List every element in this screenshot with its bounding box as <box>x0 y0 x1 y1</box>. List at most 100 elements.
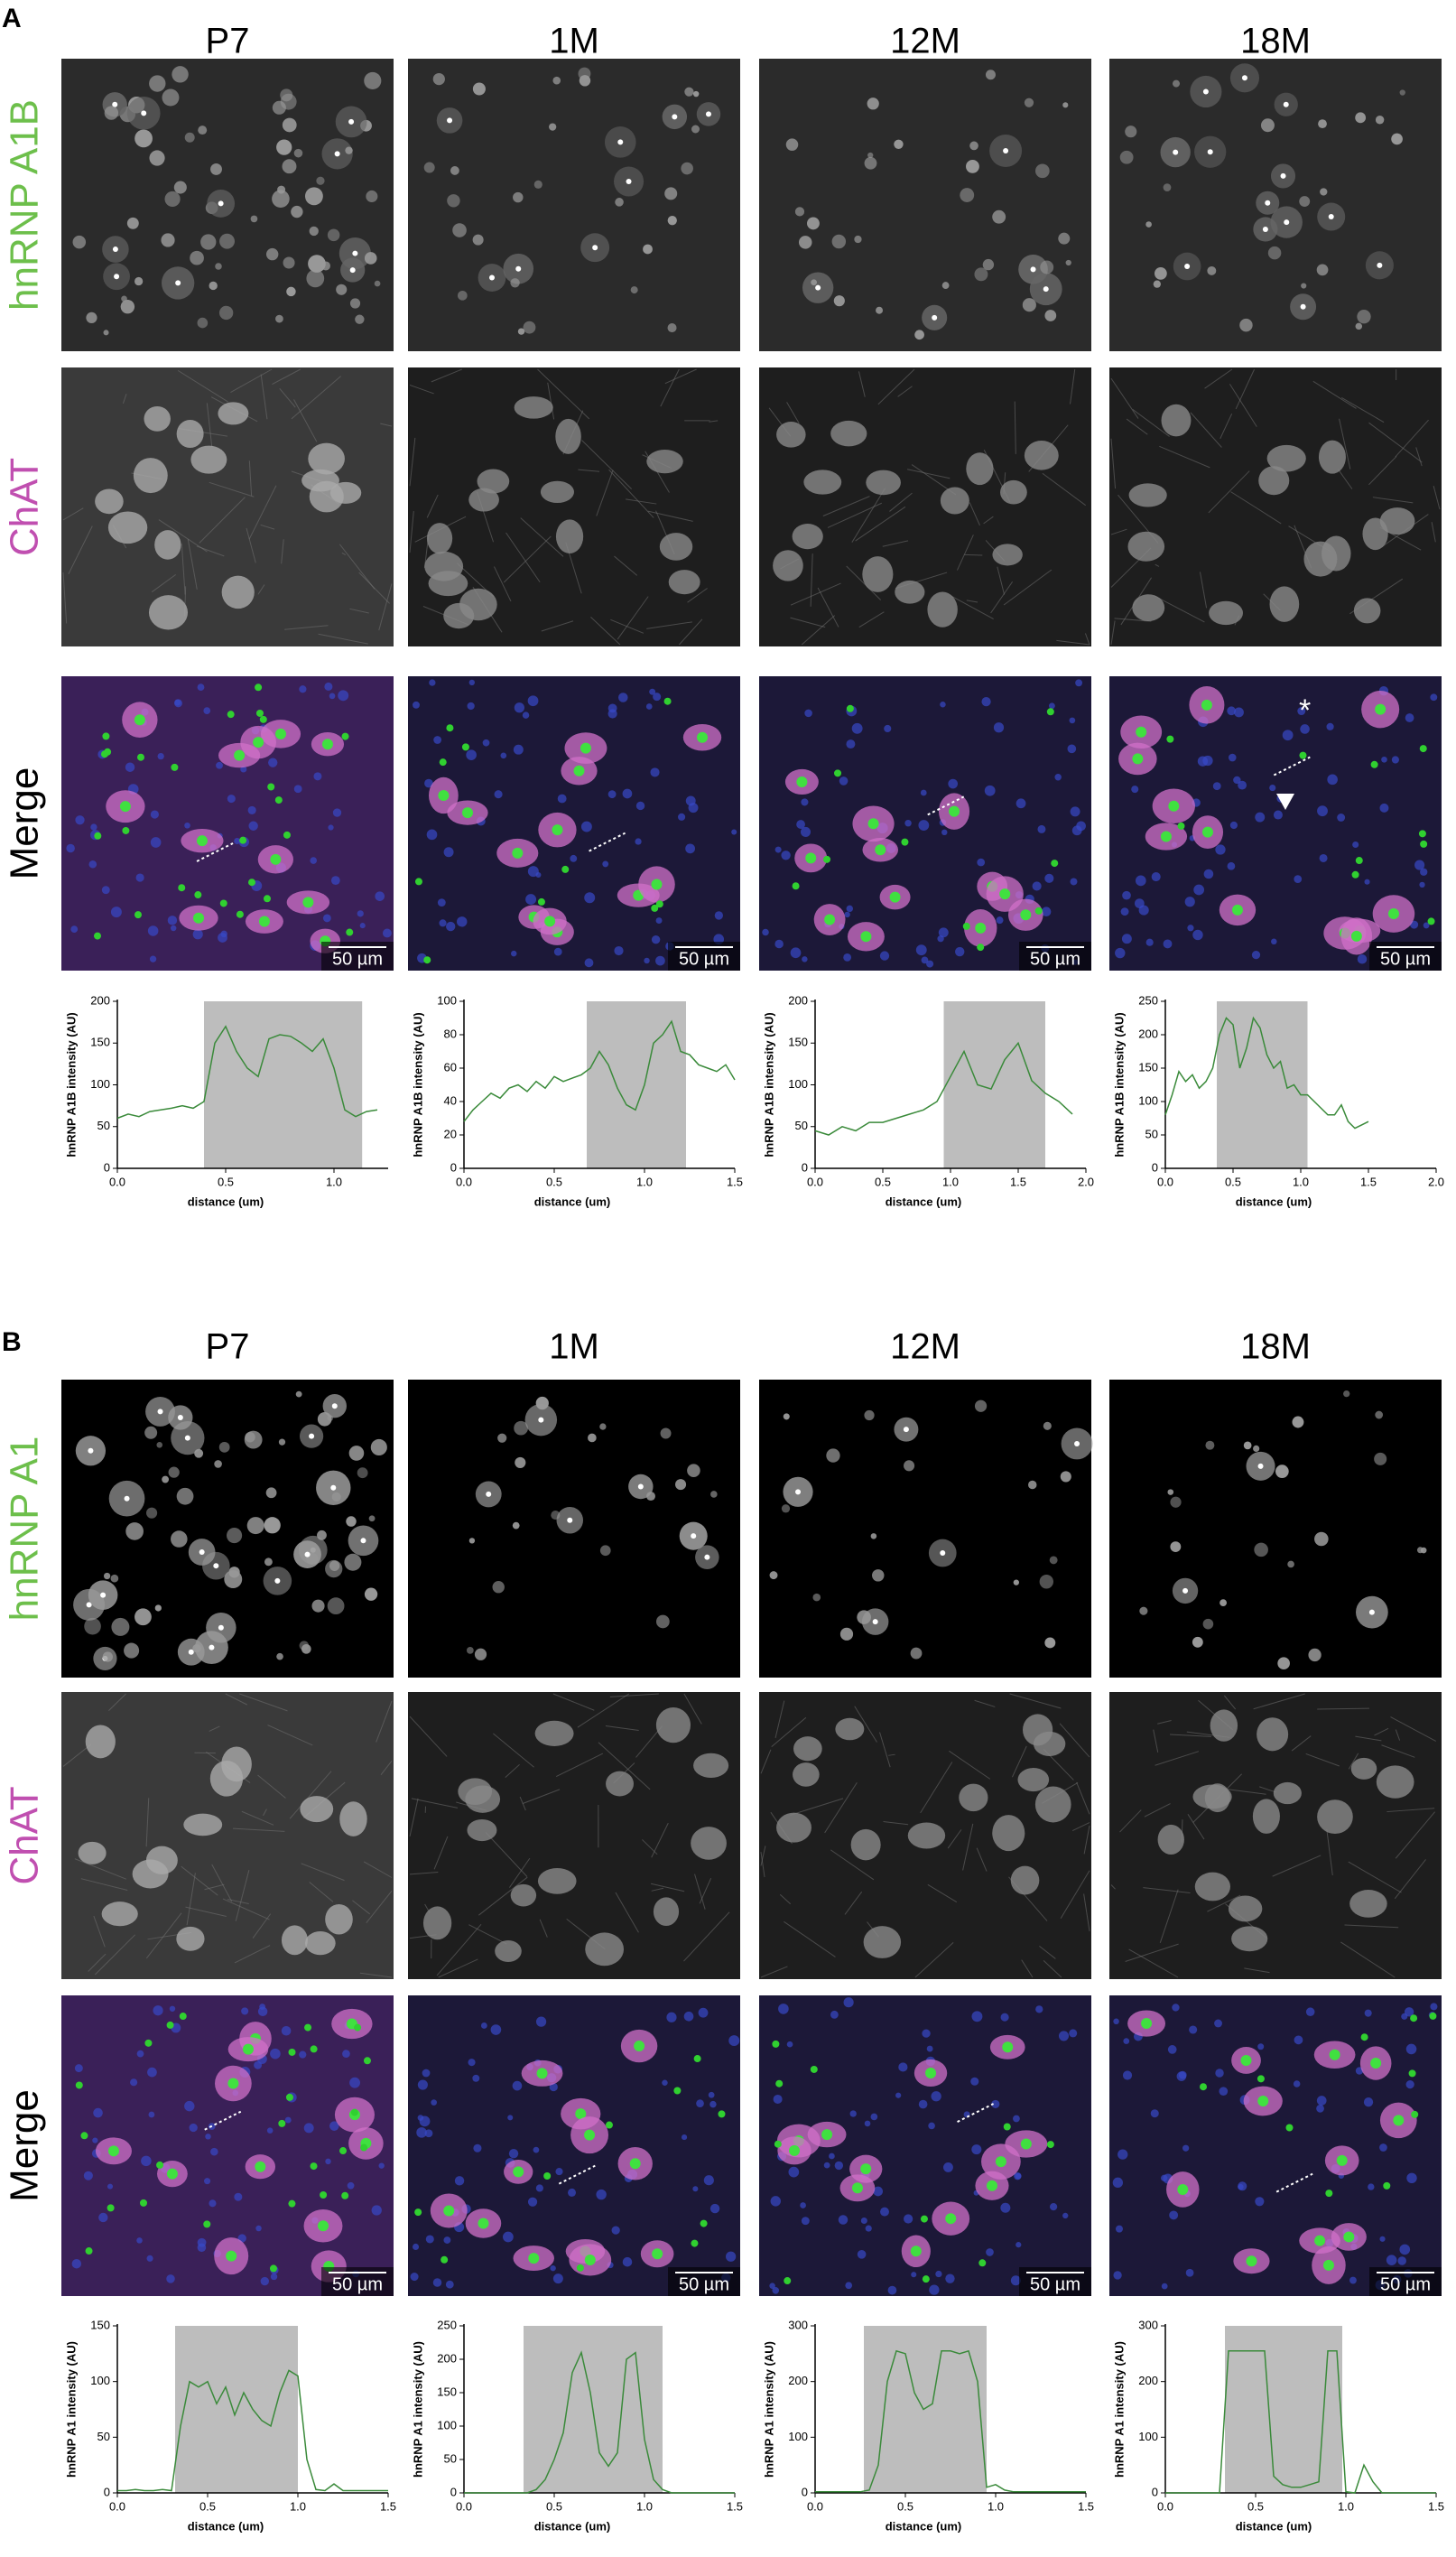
dapi-nucleus <box>790 947 802 959</box>
fiber <box>974 1699 996 1707</box>
nucleolus <box>274 1577 281 1584</box>
fiber <box>505 532 541 583</box>
fiber <box>598 1742 651 1790</box>
fiber <box>790 1798 844 1816</box>
neuron <box>221 575 255 609</box>
glial-nucleus <box>178 884 186 892</box>
x-tick-label: 1.0 <box>326 1175 342 1188</box>
fiber <box>1190 412 1222 448</box>
cell <box>327 228 340 242</box>
fiber <box>547 382 555 420</box>
fiber <box>145 1798 150 1847</box>
fiber <box>817 587 839 628</box>
dapi-nucleus <box>234 837 241 845</box>
dapi-nucleus <box>685 843 695 854</box>
neuron <box>866 470 901 496</box>
cell <box>831 234 847 249</box>
glial-nucleus <box>248 879 256 887</box>
cell <box>1119 150 1134 164</box>
glial-nucleus <box>1003 2123 1011 2131</box>
cell <box>250 215 258 223</box>
dapi-nucleus <box>456 916 468 927</box>
dapi-nucleus <box>607 709 617 719</box>
neuron <box>773 550 803 581</box>
cell <box>1049 1556 1058 1565</box>
dapi-nucleus <box>466 749 477 760</box>
neuron <box>422 1906 452 1940</box>
cell <box>156 1441 163 1448</box>
glial-nucleus <box>346 928 354 936</box>
dapi-nucleus <box>500 752 507 759</box>
micrograph: 50 µm <box>61 676 394 971</box>
dapi-nucleus <box>709 2100 717 2108</box>
cell <box>864 156 877 170</box>
dapi-nucleus <box>931 2091 941 2102</box>
neuron <box>148 595 189 630</box>
fiber <box>642 1839 658 1855</box>
dapi-nucleus <box>1123 2038 1130 2044</box>
nucleus <box>986 2180 997 2191</box>
nucleolus <box>112 101 118 107</box>
glial-nucleus <box>255 709 264 717</box>
cell <box>687 1464 700 1477</box>
fiber <box>827 502 883 528</box>
image-background <box>61 676 394 971</box>
fiber <box>352 1900 371 1915</box>
glial-nucleus <box>1200 2083 1208 2091</box>
dapi-nucleus <box>1121 934 1132 944</box>
dapi-nucleus <box>1048 702 1055 710</box>
dapi-nucleus <box>895 2092 902 2098</box>
dapi-nucleus <box>417 2079 428 2090</box>
cell <box>1205 1440 1215 1450</box>
cell <box>1202 1618 1214 1630</box>
cell <box>692 90 700 98</box>
nucleus <box>196 835 208 847</box>
cell <box>1154 266 1167 280</box>
cell <box>224 1570 243 1589</box>
fiber <box>1230 491 1282 525</box>
fiber <box>108 1693 126 1712</box>
micrograph: 50 µm <box>61 1995 394 2296</box>
fiber <box>1415 447 1423 467</box>
dapi-nucleus <box>1349 2276 1357 2284</box>
cell <box>1253 1445 1260 1452</box>
cell <box>317 1530 327 1540</box>
dapi-nucleus <box>83 2171 93 2180</box>
fiber <box>366 1890 393 1923</box>
neuron <box>176 1926 205 1951</box>
dapi-nucleus <box>1379 2236 1386 2242</box>
nucleus <box>1393 2115 1405 2126</box>
fiber <box>774 1700 785 1738</box>
cell <box>966 159 979 173</box>
neuron <box>176 420 204 449</box>
dapi-nucleus <box>445 2280 454 2289</box>
cell <box>1220 1599 1228 1607</box>
glial-nucleus <box>179 2013 187 2021</box>
micrograph: 50 µm <box>759 1995 1091 2296</box>
neuron <box>907 1822 946 1849</box>
fiber <box>786 402 800 423</box>
cell <box>1314 1531 1329 1547</box>
nucleus <box>438 789 450 801</box>
nucleus <box>999 888 1011 900</box>
fiber <box>349 608 369 614</box>
dapi-nucleus <box>1000 2013 1009 2022</box>
dapi-nucleus <box>255 2225 262 2232</box>
dapi-nucleus <box>1070 806 1080 817</box>
glial-nucleus <box>80 2132 88 2140</box>
glial-nucleus <box>339 2147 348 2155</box>
nucleolus <box>349 267 356 274</box>
nucleus <box>461 807 473 819</box>
dapi-nucleus <box>66 843 75 853</box>
dapi-nucleus <box>443 2236 451 2244</box>
fiber <box>1070 368 1076 404</box>
dapi-nucleus <box>141 2155 152 2167</box>
image-background <box>1109 1995 1442 2296</box>
y-tick-label: 0 <box>1152 1160 1158 1174</box>
dapi-nucleus <box>843 1997 854 2008</box>
dapi-nucleus <box>918 2099 928 2109</box>
cell <box>551 1511 561 1520</box>
profile-line <box>1275 2172 1313 2193</box>
cell <box>549 123 557 131</box>
dapi-nucleus <box>970 2077 979 2086</box>
